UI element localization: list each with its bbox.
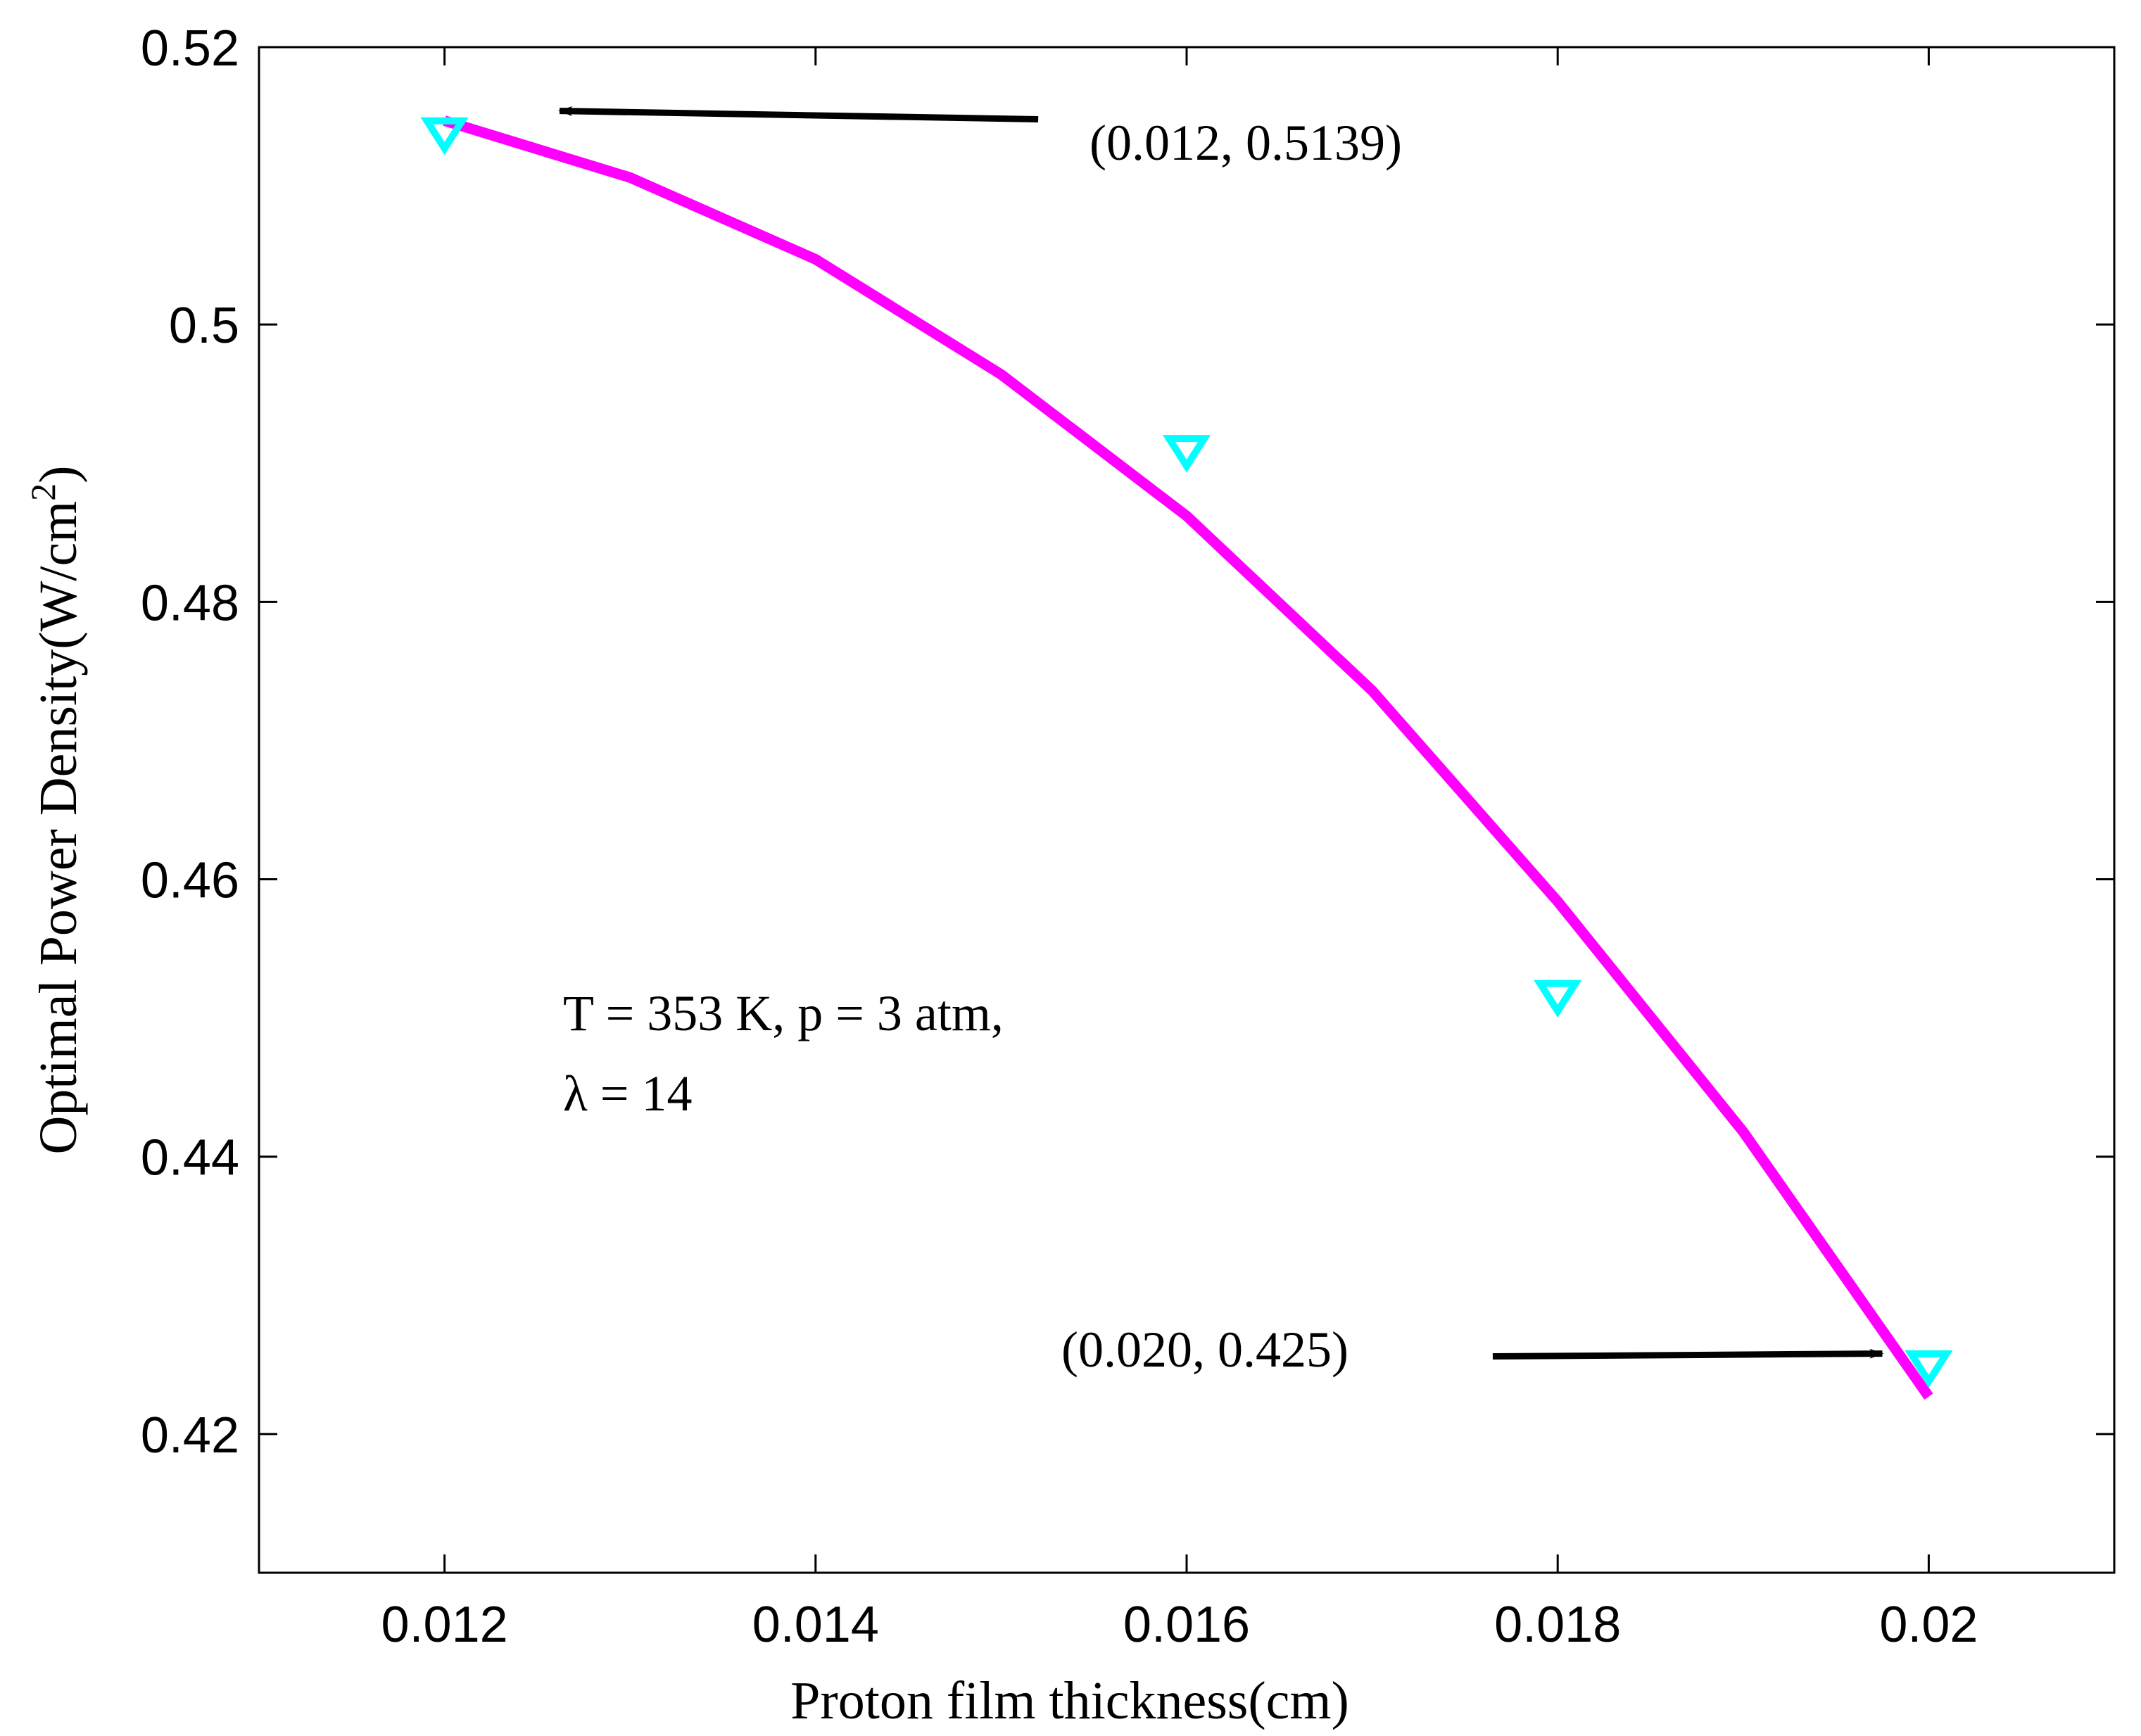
annotation-label-1: (0.012, 0.5139) — [1090, 115, 1402, 171]
annotation-arrow-2 — [1492, 1348, 1884, 1360]
x-tick-label: 0.018 — [1494, 1597, 1621, 1653]
data-point-marker — [1534, 980, 1582, 1018]
x-tick-label: 0.02 — [1879, 1597, 1978, 1653]
annotation-label-2: (0.020, 0.425) — [1061, 1322, 1349, 1378]
parameter-label-line-1: T = 353 K, p = 3 atm, — [563, 985, 1004, 1041]
x-tick-label: 0.014 — [752, 1597, 879, 1653]
annotation-arrow-1 — [558, 106, 1039, 122]
x-tick-label: 0.012 — [381, 1597, 508, 1653]
y-tick-label: 0.46 — [141, 853, 239, 909]
data-point-marker — [420, 117, 469, 156]
y-tick-label: 0.5 — [169, 298, 239, 354]
y-axis-ticks: 0.42 0.44 0.46 0.48 0.5 0.52 — [141, 20, 2114, 1464]
x-axis-ticks: 0.012 0.014 0.016 0.018 0.02 — [381, 47, 1978, 1653]
series-line-model — [443, 115, 1933, 1400]
y-tick-label: 0.44 — [141, 1130, 239, 1186]
y-axis-title-close: ) — [29, 465, 88, 483]
data-point-marker — [1162, 435, 1211, 473]
parameter-label-line-2: λ = 14 — [563, 1065, 693, 1122]
y-tick-label: 0.52 — [141, 20, 239, 77]
y-axis-title: Optimal Power Density(W/cm2) — [23, 465, 88, 1154]
y-axis-title-main: Optimal Power Density(W/cm — [29, 501, 88, 1155]
series-markers — [420, 117, 1953, 1388]
y-axis-title-superscript: 2 — [23, 483, 63, 501]
y-tick-label: 0.48 — [141, 575, 239, 631]
x-axis-title: Proton film thickness(cm) — [790, 1671, 1349, 1730]
x-tick-label: 0.016 — [1123, 1597, 1250, 1653]
y-tick-label: 0.42 — [141, 1407, 239, 1464]
data-point-marker — [1905, 1350, 1953, 1388]
